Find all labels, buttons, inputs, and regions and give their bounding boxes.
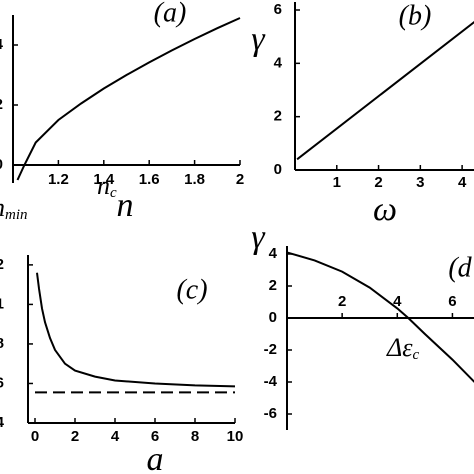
x-tick-label: 10 xyxy=(227,428,244,445)
x-tick-label: 6 xyxy=(448,293,456,310)
y-tick-label: 0.4 xyxy=(0,414,5,431)
x-tick-label: 0 xyxy=(31,428,39,445)
x-tick-label: 2 xyxy=(236,171,244,188)
y-axis-label: γ xyxy=(251,219,266,256)
x-tick-label: 8 xyxy=(191,428,199,445)
y-tick-label: -4 xyxy=(264,373,278,390)
annotation-sub: min xyxy=(5,207,28,223)
x-tick-label: 1.4 xyxy=(93,171,115,188)
y-tick-label: 2 xyxy=(269,277,277,294)
annotation: Δεc xyxy=(386,333,420,363)
x-tick-label: 1.6 xyxy=(139,171,160,188)
x-tick-label: 1 xyxy=(333,174,341,191)
panel-title: (d xyxy=(448,252,472,283)
annotation-text: n xyxy=(97,171,110,200)
y-tick-label: 2 xyxy=(0,96,3,113)
x-tick-label: 2 xyxy=(374,174,382,191)
y-tick-label: 1 xyxy=(0,295,4,312)
x-axis-label: ω xyxy=(373,191,397,228)
panel-title: (a) xyxy=(154,0,187,28)
x-tick-label: 2 xyxy=(338,293,346,310)
y-tick-label: -6 xyxy=(264,405,277,422)
series-line xyxy=(36,272,236,388)
y-axis-label: γ xyxy=(251,21,266,58)
annotation: nc xyxy=(97,171,117,201)
y-tick-label: 1.2 xyxy=(0,256,4,273)
panel-title: (b) xyxy=(399,0,432,31)
x-tick-label: 1.2 xyxy=(48,171,69,188)
y-tick-label: 0 xyxy=(0,156,3,173)
annotation-text: n xyxy=(0,193,5,222)
annotation-text: Δε xyxy=(386,333,413,362)
panel-title: (c) xyxy=(176,274,207,305)
series-line xyxy=(16,17,241,181)
x-tick-label: 4 xyxy=(111,428,120,445)
y-tick-label: 4 xyxy=(0,36,4,53)
annotation-sub: c xyxy=(413,347,420,363)
x-tick-label: 2 xyxy=(71,428,79,445)
y-tick-label: 0 xyxy=(274,161,282,178)
y-tick-label: 0.8 xyxy=(0,335,4,352)
y-tick-label: 0.6 xyxy=(0,374,4,391)
y-tick-label: 2 xyxy=(274,108,282,125)
annotation-sub: c xyxy=(110,185,117,201)
annotation: nmin xyxy=(0,193,28,223)
y-tick-label: 4 xyxy=(274,54,283,71)
series-line xyxy=(286,251,474,383)
y-tick-label: 6 xyxy=(274,1,282,18)
x-tick-label: 4 xyxy=(393,293,402,310)
x-axis-label: a xyxy=(147,441,164,474)
y-tick-label: 0 xyxy=(269,309,277,326)
x-tick-label: 1.8 xyxy=(184,171,205,188)
x-axis-label: n xyxy=(117,187,134,224)
series-line xyxy=(296,21,474,161)
x-tick-label: 4 xyxy=(458,174,467,191)
y-tick-label: 4 xyxy=(269,245,278,262)
x-tick-label: 3 xyxy=(416,174,424,191)
x-tick-label: 6 xyxy=(151,428,159,445)
y-tick-label: -2 xyxy=(264,341,277,358)
